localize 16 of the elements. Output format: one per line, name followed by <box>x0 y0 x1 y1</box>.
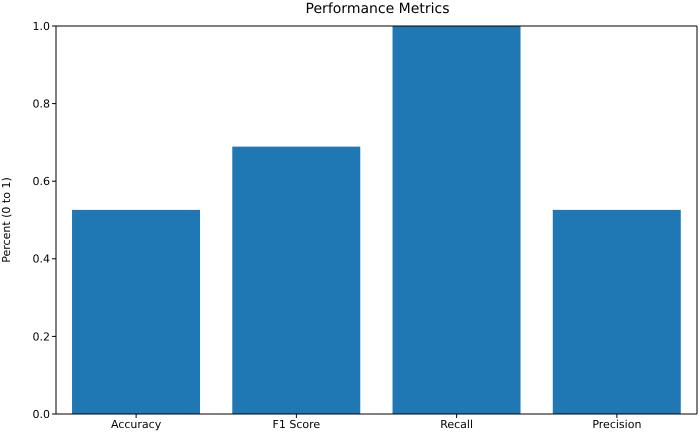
y-axis-title: Percent (0 to 1) <box>0 177 13 263</box>
bar <box>72 210 200 414</box>
y-tick-label: 0.8 <box>32 98 50 111</box>
bar <box>552 210 681 414</box>
x-tick-label: Accuracy <box>111 418 162 431</box>
y-tick-label: 0.4 <box>32 252 50 266</box>
bar <box>392 26 521 414</box>
y-tick-label: 1.0 <box>32 20 50 33</box>
y-tick-label: 0.6 <box>32 175 50 188</box>
y-tick-label: 0.2 <box>32 330 50 344</box>
x-tick-label: Precision <box>592 418 642 431</box>
bar <box>232 146 360 414</box>
x-tick-label: Recall <box>440 418 474 431</box>
y-tick-label: 0.0 <box>32 408 50 421</box>
chart-title: Performance Metrics <box>304 0 450 19</box>
x-tick-label: F1 Score <box>272 418 320 431</box>
